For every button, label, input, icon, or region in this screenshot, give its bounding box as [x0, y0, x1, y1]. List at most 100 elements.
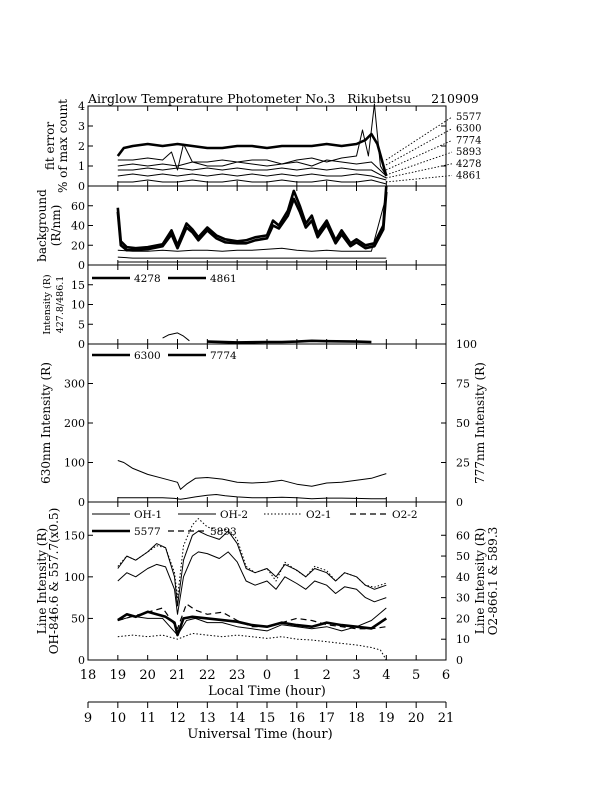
y2-axis-label: Line Intensity (R)	[473, 528, 487, 634]
y2-tick-label: 50	[456, 550, 470, 563]
panel-blue_lines: 0 5 10 15 Intensity (R) 427.8/486.1 4278 4861	[42, 264, 447, 351]
y-tick-label: 0	[78, 259, 85, 272]
series-line-OH-2	[117, 551, 387, 615]
ut-tick-label: 17	[318, 711, 335, 726]
leader-line	[385, 116, 453, 161]
ut-tick-label: 12	[169, 711, 186, 726]
y-axis-label: fit error	[43, 122, 57, 170]
local-time-tick-label: 18	[80, 668, 97, 683]
ut-axis-label: Universal Time (hour)	[187, 727, 332, 742]
y-axis-label: OH-846.6 & 557.7(x0.5)	[47, 508, 61, 655]
local-time-tick-label: 20	[139, 668, 156, 683]
local-time-tick-label: 0	[263, 668, 271, 683]
series-label: 4278	[456, 159, 481, 170]
y-tick-label: 300	[64, 378, 85, 391]
y-tick-label: 20	[71, 239, 85, 252]
y-tick-label: 60	[71, 200, 85, 213]
y2-tick-label: 100	[456, 338, 477, 351]
ut-tick-label: 10	[110, 711, 127, 726]
local-time-tick-label: 3	[352, 668, 360, 683]
y2-tick-label: 0	[456, 496, 463, 509]
y2-tick-label: 40	[456, 571, 470, 584]
series-label: 4861	[456, 171, 481, 182]
local-time-tick-label: 5	[412, 668, 420, 683]
ut-tick-label: 13	[199, 711, 216, 726]
y-tick-label: 0	[78, 654, 85, 667]
local-time-tick-label: 21	[169, 668, 186, 683]
series-line-unnamed	[117, 195, 387, 252]
local-time-tick-label: 19	[110, 668, 127, 683]
panel-background: 0 20 40 60 background (R/nm)	[35, 185, 447, 272]
leader-line	[385, 163, 453, 179]
y-axis-label: % of max count	[56, 99, 70, 193]
ut-tick-label: 19	[378, 711, 395, 726]
leader-line	[385, 128, 453, 166]
series-line-4278	[162, 332, 190, 342]
series-line-7774	[117, 159, 387, 177]
series-line-7774	[117, 494, 387, 500]
y2-tick-label: 60	[456, 529, 470, 542]
series-label: 5577	[456, 112, 481, 123]
leader-line	[385, 139, 453, 171]
y2-tick-label: 20	[456, 612, 470, 625]
series-label: 7774	[456, 135, 481, 146]
ut-tick-label: 11	[139, 711, 156, 726]
y2-tick-label: 50	[456, 417, 470, 430]
local-time-tick-label: 6	[442, 668, 450, 683]
y-axis-label: background	[35, 189, 49, 262]
series-line-unnamed	[117, 632, 387, 661]
series-label: 6300	[456, 124, 481, 135]
y2-tick-label: 0	[456, 654, 463, 667]
y-tick-label: 100	[64, 457, 85, 470]
ut-tick-label: 9	[84, 711, 92, 726]
y-tick-label: 1	[78, 160, 85, 173]
y-tick-label: 4	[78, 100, 85, 113]
series-line-unnamed	[116, 191, 388, 252]
y-tick-label: 15	[71, 279, 85, 292]
ut-tick-label: 21	[438, 711, 455, 726]
y-tick-label: 40	[71, 220, 85, 233]
y2-tick-label: 10	[456, 633, 470, 646]
series-line-5577	[117, 610, 388, 637]
series-line-5577	[117, 103, 387, 177]
local-time-axis-label: Local Time (hour)	[208, 684, 326, 699]
legend-label: O2-2	[392, 509, 418, 521]
y-tick-label: 150	[64, 529, 85, 542]
y2-axis-label: O2-866.1 & 589.3	[486, 527, 500, 636]
ut-tick-label: 14	[229, 711, 246, 726]
series-line-OH-1	[117, 530, 387, 607]
local-time-tick-label: 1	[293, 668, 301, 683]
chart-title: Airglow Temperature Photometer No.3 Riku…	[87, 91, 479, 106]
series-line-4861	[117, 179, 387, 185]
y-axis-label: 427.8/486.1	[55, 276, 66, 334]
series-line-6300	[116, 132, 388, 177]
series-label: 5893	[456, 147, 481, 158]
legend-label: 4861	[210, 273, 237, 285]
series-line-4861	[207, 339, 372, 344]
y2-tick-label: 25	[456, 457, 470, 470]
legend-label: 7774	[210, 350, 237, 362]
y2-tick-label: 30	[456, 592, 470, 605]
leader-line	[385, 151, 453, 176]
y-axis-label: Line Intensity (R)	[35, 528, 49, 634]
legend-label: 4278	[134, 273, 161, 285]
legend-label: O2-1	[306, 509, 332, 521]
ut-tick-label: 18	[348, 711, 365, 726]
y-tick-label: 0	[78, 496, 85, 509]
y2-axis-label: 777nm Intensity (R)	[473, 362, 487, 484]
panel-red_lines: 0 100 200 300 0 25 50 75 100 630nm Intensity (R) 7…	[39, 338, 487, 509]
local-time-tick-label: 23	[229, 668, 246, 683]
series-line-unnamed	[117, 256, 387, 259]
local-time-tick-label: 4	[382, 668, 390, 683]
y-tick-label: 10	[71, 299, 85, 312]
legend-label: 6300	[134, 350, 161, 362]
y-axis-label: (R/nm)	[49, 205, 63, 247]
series-line-5893	[117, 167, 387, 179]
panel-frame	[87, 185, 447, 266]
panel-frame	[87, 343, 447, 503]
ut-tick-label: 15	[259, 711, 276, 726]
